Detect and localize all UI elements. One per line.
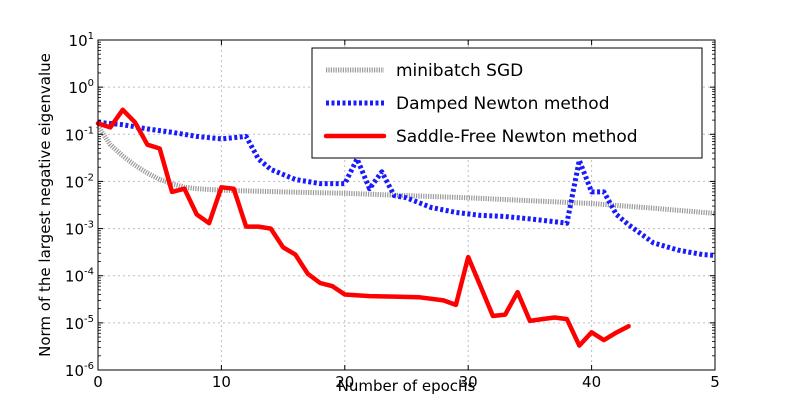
x-axis-label: Number of epochs <box>338 377 476 395</box>
x-tick-label: 10 <box>212 373 231 391</box>
x-tick-label: 40 <box>582 373 601 391</box>
x-tick-label: 30 <box>459 373 478 391</box>
y-tick-label: 10-3 <box>65 220 94 239</box>
y-axis-label: Norm of the largest negative eigenvalue <box>36 53 54 357</box>
y-tick-label: 10-4 <box>65 267 94 286</box>
series-line-2 <box>95 107 631 348</box>
y-tick-label: 10-2 <box>65 172 94 191</box>
legend-label-0: minibatch SGD <box>396 61 523 81</box>
x-ticks: 0 10 20 30 40 5 <box>93 40 720 391</box>
y-tick-label: 100 <box>69 78 94 97</box>
y-ticks: 10-6 10-5 10-4 10-3 10-2 10-1 100 101 <box>65 31 715 380</box>
y-tick-label: 10-5 <box>65 314 94 333</box>
legend-label-1: Damped Newton method <box>396 94 610 114</box>
y-tick-label: 10-1 <box>65 125 94 144</box>
y-tick-label: 101 <box>69 31 94 50</box>
x-tick-label: 0 <box>93 373 103 391</box>
y-tick-label: 10-6 <box>65 361 94 380</box>
legend-label-2: Saddle-Free Newton method <box>396 127 638 147</box>
legend: minibatch SGD Damped Newton method Saddle-… <box>311 47 703 159</box>
series-line-1 <box>97 119 716 258</box>
x-tick-label: 5 <box>710 373 720 391</box>
x-tick-label: 20 <box>335 373 354 391</box>
plot-series <box>95 107 716 348</box>
plot-frame <box>97 39 716 371</box>
